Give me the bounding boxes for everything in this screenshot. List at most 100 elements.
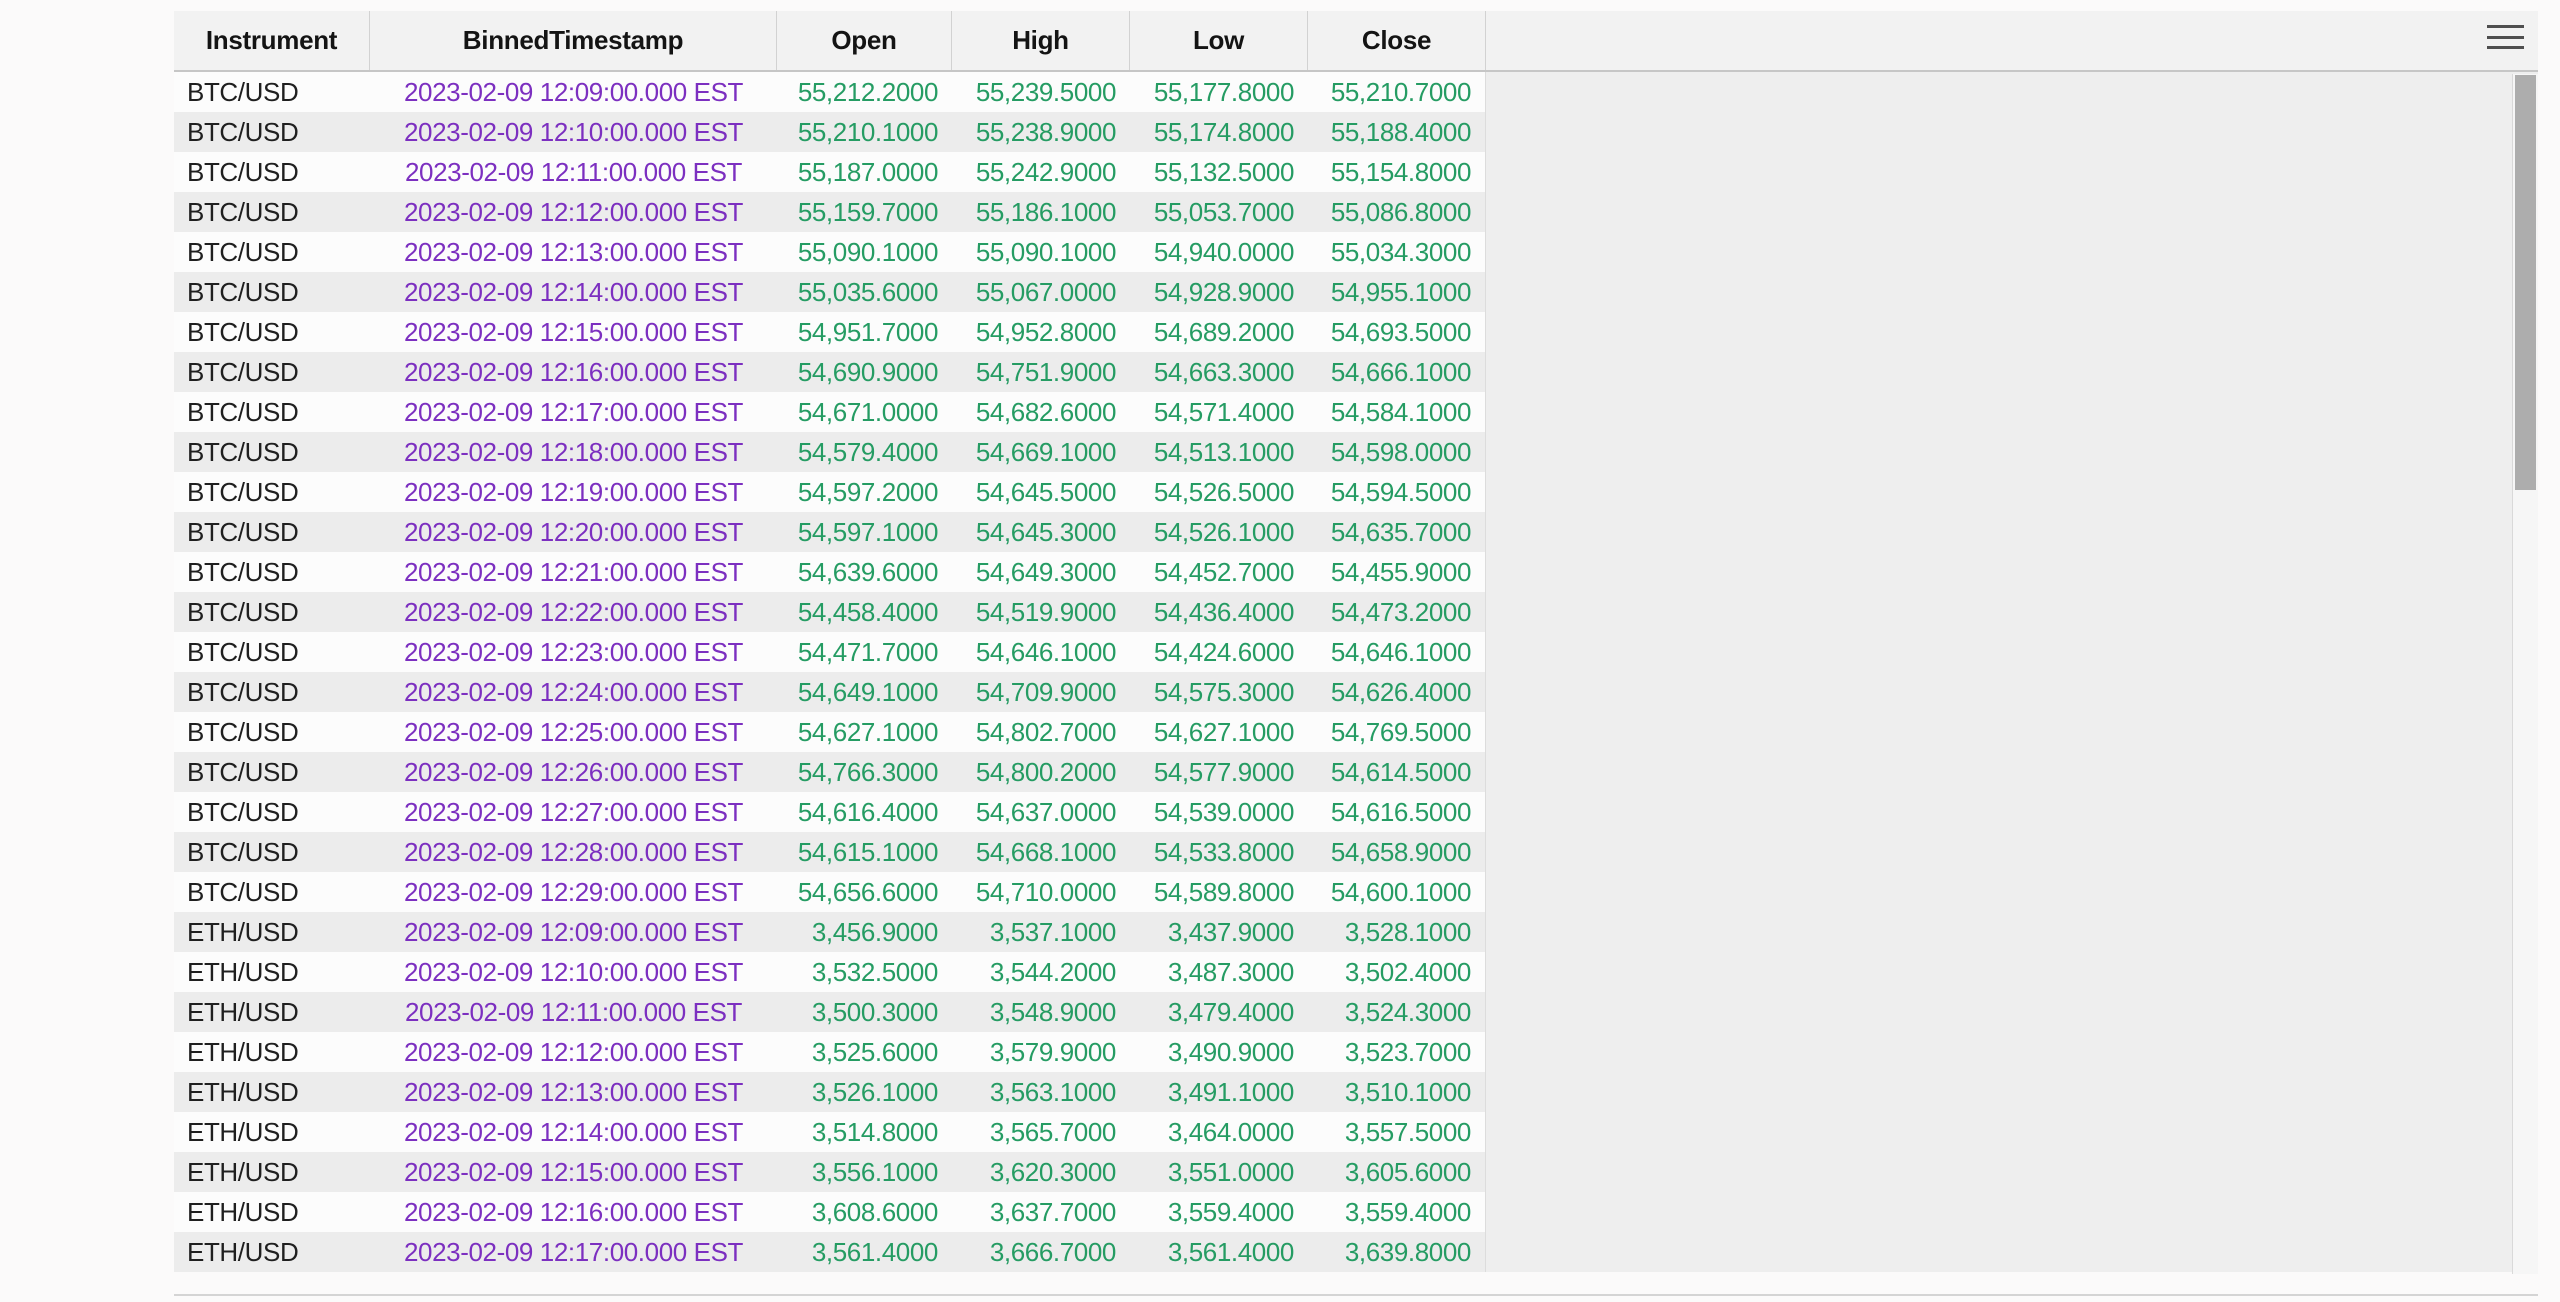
table-row[interactable]: BTC/USD 2023-02-09 12:15:00.000 EST 54,9… xyxy=(174,312,1486,352)
vertical-scrollbar[interactable] xyxy=(2512,74,2538,1274)
column-header-filler xyxy=(1486,11,2538,70)
table-row[interactable]: ETH/USD 2023-02-09 12:09:00.000 EST 3,45… xyxy=(174,912,1486,952)
cell-open: 54,951.7000 xyxy=(797,317,939,347)
cell-close: 3,523.7000 xyxy=(1308,1032,1486,1072)
cell-open: 55,035.6000 xyxy=(797,277,939,307)
table-row[interactable]: BTC/USD 2023-02-09 12:12:00.000 EST 55,1… xyxy=(174,192,1486,232)
cell-timestamp: 2023-02-09 12:11:00.000 EST xyxy=(404,157,743,187)
cell-timestamp: 2023-02-09 12:21:00.000 EST xyxy=(403,557,744,587)
table-row[interactable]: ETH/USD 2023-02-09 12:14:00.000 EST 3,51… xyxy=(174,1112,1486,1152)
column-header-binnedtimestamp[interactable]: BinnedTimestamp xyxy=(370,11,777,70)
cell-close: 54,646.1000 xyxy=(1308,632,1486,672)
table-row[interactable]: ETH/USD 2023-02-09 12:17:00.000 EST 3,56… xyxy=(174,1232,1486,1272)
cell-instrument: BTC/USD xyxy=(187,117,299,147)
cell-open: 55,090.1000 xyxy=(797,237,939,267)
table-row[interactable]: ETH/USD 2023-02-09 12:16:00.000 EST 3,60… xyxy=(174,1192,1486,1232)
table-row[interactable]: BTC/USD 2023-02-09 12:19:00.000 EST 54,5… xyxy=(174,472,1486,512)
cell-high: 3,563.1000 xyxy=(989,1077,1117,1107)
column-header-instrument[interactable]: Instrument xyxy=(174,11,370,70)
cell-low: 54,571.4000 xyxy=(1153,397,1295,427)
table-row[interactable]: ETH/USD 2023-02-09 12:11:00.000 EST 3,50… xyxy=(174,992,1486,1032)
table-row[interactable]: BTC/USD 2023-02-09 12:11:00.000 EST 55,1… xyxy=(174,152,1486,192)
table-row[interactable]: BTC/USD 2023-02-09 12:10:00.000 EST 55,2… xyxy=(174,112,1486,152)
cell-instrument: BTC/USD xyxy=(187,317,299,347)
table-row[interactable]: BTC/USD 2023-02-09 12:28:00.000 EST 54,6… xyxy=(174,832,1486,872)
cell-open: 55,159.7000 xyxy=(797,197,939,227)
cell-close: 54,594.5000 xyxy=(1308,472,1486,512)
column-header-close[interactable]: Close xyxy=(1308,11,1486,70)
cell-timestamp: 2023-02-09 12:17:00.000 EST xyxy=(403,1237,744,1267)
cell-timestamp: 2023-02-09 12:15:00.000 EST xyxy=(403,1157,744,1187)
cell-high: 3,579.9000 xyxy=(989,1037,1117,1067)
cell-instrument: BTC/USD xyxy=(187,237,299,267)
cell-low: 3,559.4000 xyxy=(1167,1197,1295,1227)
table-row[interactable]: BTC/USD 2023-02-09 12:21:00.000 EST 54,6… xyxy=(174,552,1486,592)
cell-close: 55,188.4000 xyxy=(1308,112,1486,152)
cell-timestamp: 2023-02-09 12:17:00.000 EST xyxy=(403,397,744,427)
cell-open: 55,187.0000 xyxy=(797,157,939,187)
table-row[interactable]: BTC/USD 2023-02-09 12:14:00.000 EST 55,0… xyxy=(174,272,1486,312)
cell-timestamp: 2023-02-09 12:18:00.000 EST xyxy=(403,437,744,467)
cell-high: 54,519.9000 xyxy=(975,597,1117,627)
cell-close: 54,455.9000 xyxy=(1308,552,1486,592)
cell-timestamp: 2023-02-09 12:10:00.000 EST xyxy=(403,957,744,987)
table-row[interactable]: BTC/USD 2023-02-09 12:18:00.000 EST 54,5… xyxy=(174,432,1486,472)
cell-instrument: BTC/USD xyxy=(187,277,299,307)
column-header-open[interactable]: Open xyxy=(777,11,952,70)
cell-close: 54,658.9000 xyxy=(1308,832,1486,872)
cell-timestamp: 2023-02-09 12:16:00.000 EST xyxy=(403,1197,744,1227)
table-row[interactable]: BTC/USD 2023-02-09 12:23:00.000 EST 54,4… xyxy=(174,632,1486,672)
column-header-high[interactable]: High xyxy=(952,11,1130,70)
table-row[interactable]: ETH/USD 2023-02-09 12:12:00.000 EST 3,52… xyxy=(174,1032,1486,1072)
cell-low: 54,539.0000 xyxy=(1153,797,1295,827)
cell-timestamp: 2023-02-09 12:14:00.000 EST xyxy=(403,1117,744,1147)
cell-low: 54,575.3000 xyxy=(1153,677,1295,707)
cell-timestamp: 2023-02-09 12:20:00.000 EST xyxy=(403,517,744,547)
table-row[interactable]: BTC/USD 2023-02-09 12:26:00.000 EST 54,7… xyxy=(174,752,1486,792)
cell-low: 54,689.2000 xyxy=(1153,317,1295,347)
cell-close: 54,769.5000 xyxy=(1308,712,1486,752)
table-row[interactable]: BTC/USD 2023-02-09 12:09:00.000 EST 55,2… xyxy=(174,72,1486,112)
cell-open: 55,210.1000 xyxy=(797,117,939,147)
table-row[interactable]: BTC/USD 2023-02-09 12:22:00.000 EST 54,4… xyxy=(174,592,1486,632)
data-grid: Instrument BinnedTimestamp Open High Low… xyxy=(174,11,2538,1296)
table-row[interactable]: BTC/USD 2023-02-09 12:25:00.000 EST 54,6… xyxy=(174,712,1486,752)
cell-open: 54,656.6000 xyxy=(797,877,939,907)
cell-open: 54,671.0000 xyxy=(797,397,939,427)
cell-instrument: BTC/USD xyxy=(187,797,299,827)
table-menu-button[interactable] xyxy=(2487,25,2524,49)
table-row[interactable]: ETH/USD 2023-02-09 12:15:00.000 EST 3,55… xyxy=(174,1152,1486,1192)
cell-open: 3,608.6000 xyxy=(811,1197,939,1227)
cell-close: 55,210.7000 xyxy=(1308,72,1486,112)
table-row[interactable]: BTC/USD 2023-02-09 12:17:00.000 EST 54,6… xyxy=(174,392,1486,432)
cell-high: 54,709.9000 xyxy=(975,677,1117,707)
cell-instrument: BTC/USD xyxy=(187,517,299,547)
column-header-low[interactable]: Low xyxy=(1130,11,1308,70)
table-row[interactable]: ETH/USD 2023-02-09 12:13:00.000 EST 3,52… xyxy=(174,1072,1486,1112)
cell-close: 54,598.0000 xyxy=(1308,432,1486,472)
cell-instrument: BTC/USD xyxy=(187,837,299,867)
table-row[interactable]: BTC/USD 2023-02-09 12:24:00.000 EST 54,6… xyxy=(174,672,1486,712)
table-row[interactable]: BTC/USD 2023-02-09 12:16:00.000 EST 54,6… xyxy=(174,352,1486,392)
grid-body: BTC/USD 2023-02-09 12:09:00.000 EST 55,2… xyxy=(174,72,2538,1272)
cell-timestamp: 2023-02-09 12:24:00.000 EST xyxy=(403,677,744,707)
hamburger-menu-icon xyxy=(2487,35,2524,39)
cell-low: 3,479.4000 xyxy=(1167,997,1295,1027)
table-row[interactable]: BTC/USD 2023-02-09 12:29:00.000 EST 54,6… xyxy=(174,872,1486,912)
cell-high: 54,802.7000 xyxy=(975,717,1117,747)
cell-open: 54,615.1000 xyxy=(797,837,939,867)
table-row[interactable]: BTC/USD 2023-02-09 12:13:00.000 EST 55,0… xyxy=(174,232,1486,272)
cell-close: 3,502.4000 xyxy=(1308,952,1486,992)
cell-instrument: BTC/USD xyxy=(187,557,299,587)
cell-instrument: BTC/USD xyxy=(187,877,299,907)
cell-close: 3,557.5000 xyxy=(1308,1112,1486,1152)
cell-instrument: ETH/USD xyxy=(187,1237,299,1267)
table-row[interactable]: BTC/USD 2023-02-09 12:20:00.000 EST 54,5… xyxy=(174,512,1486,552)
cell-low: 55,174.8000 xyxy=(1153,117,1295,147)
scrollbar-thumb[interactable] xyxy=(2515,75,2536,490)
cell-timestamp: 2023-02-09 12:28:00.000 EST xyxy=(403,837,744,867)
table-row[interactable]: BTC/USD 2023-02-09 12:27:00.000 EST 54,6… xyxy=(174,792,1486,832)
table-row[interactable]: ETH/USD 2023-02-09 12:10:00.000 EST 3,53… xyxy=(174,952,1486,992)
cell-open: 3,500.3000 xyxy=(811,997,939,1027)
cell-instrument: ETH/USD xyxy=(187,1077,299,1107)
